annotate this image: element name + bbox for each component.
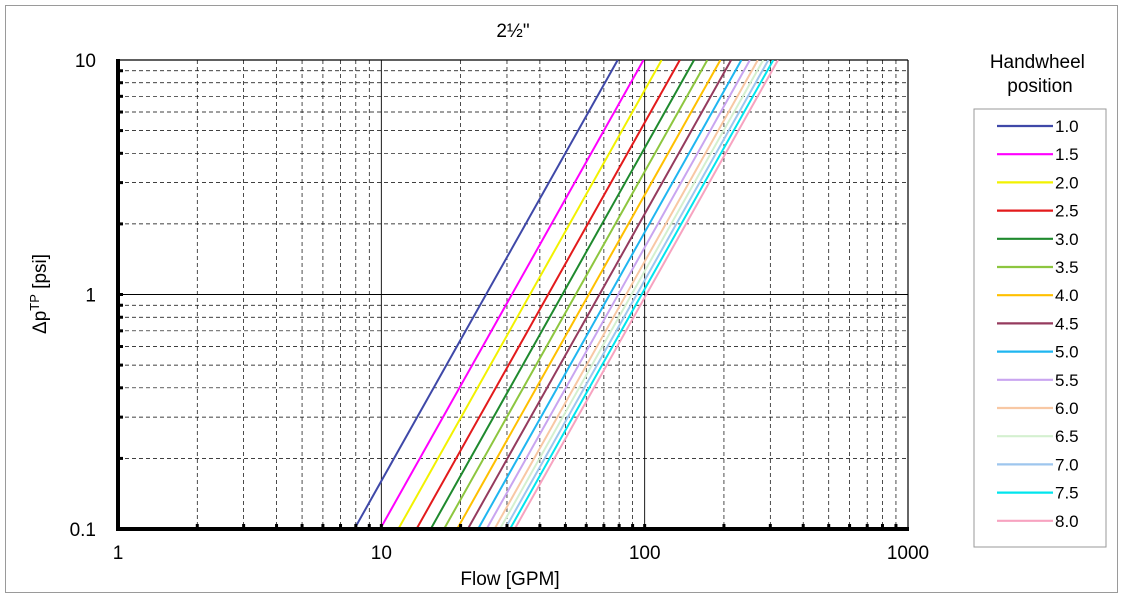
legend-item: 2.5 [997, 202, 1079, 221]
series-line-2-0 [397, 60, 663, 529]
legend-label: 3.5 [1055, 258, 1079, 277]
legend-item: 6.5 [997, 427, 1079, 446]
legend-label: 8.0 [1055, 512, 1079, 531]
legend-title-line-2: position [1007, 76, 1073, 97]
legend-item: 5.5 [997, 371, 1079, 390]
series-line-4-0 [456, 60, 722, 529]
legend-item: 5.0 [997, 343, 1079, 362]
legend-item: 4.5 [997, 314, 1079, 333]
grid [118, 59, 909, 529]
legend-item: 4.0 [997, 286, 1079, 305]
legend-item: 8.0 [997, 512, 1079, 531]
series-line-1-5 [379, 60, 645, 529]
y-axis-label: ΔpTP [psi] [27, 254, 51, 334]
y-axis-label-sup: TP [27, 294, 42, 311]
legend-item: 7.0 [997, 455, 1079, 474]
chart-title: 2½" [496, 21, 529, 42]
legend-label: 2.0 [1055, 173, 1079, 192]
legend-item: 3.5 [997, 258, 1079, 277]
series-line-2-5 [415, 60, 681, 529]
legend-label: 5.5 [1055, 371, 1079, 390]
legend-label: 7.0 [1055, 455, 1079, 474]
legend-label: 6.0 [1055, 399, 1079, 418]
series-line-7-5 [509, 60, 775, 529]
legend-label: 1.0 [1055, 117, 1079, 136]
legend-item: 2.0 [997, 173, 1079, 192]
x-axis-label: Flow [GPM] [460, 569, 559, 590]
legend-label: 1.5 [1055, 145, 1079, 164]
legend-item: 1.5 [997, 145, 1079, 164]
legend-item: 7.5 [997, 484, 1079, 503]
series-lines [353, 60, 779, 529]
series-line-6-0 [493, 60, 759, 529]
series-line-5-0 [477, 60, 743, 529]
legend-label: 5.0 [1055, 343, 1079, 362]
legend-label: 4.0 [1055, 286, 1079, 305]
y-axis-label-unit: [psi] [30, 254, 51, 294]
y-axis-label-main: Δp [30, 311, 51, 334]
legend-item: 1.0 [997, 117, 1079, 136]
legend-label: 4.5 [1055, 314, 1079, 333]
x-tick-label: 10 [371, 543, 392, 564]
legend-title-line-1: Handwheel [990, 52, 1085, 73]
series-line-5-5 [485, 60, 751, 529]
series-line-3-5 [443, 60, 709, 529]
legend-item: 6.0 [997, 399, 1079, 418]
legend-label: 7.5 [1055, 484, 1079, 503]
chart-frame [5, 5, 1118, 593]
y-tick-label: 1 [85, 286, 96, 307]
series-line-4-5 [466, 60, 733, 529]
y-tick-label: 10 [75, 51, 96, 72]
x-tick-label: 1000 [887, 543, 929, 564]
x-tick-label: 100 [629, 543, 661, 564]
legend-label: 3.0 [1055, 230, 1079, 249]
legend: Handwheel position 1.0 1.5 2.0 2.5 3.0 3.5 4.0… [973, 52, 1107, 548]
legend-items: 1.0 1.5 2.0 2.5 3.0 3.5 4.0 4.5 5.0 5.5 6.0 6.5 7.0 7… [997, 117, 1079, 531]
y-tick-label: 0.1 [70, 520, 96, 541]
legend-title: Handwheel position [990, 52, 1090, 97]
axes [116, 59, 909, 531]
legend-box [973, 108, 1107, 548]
series-line-6-5 [499, 60, 765, 529]
series-line-3-0 [429, 60, 695, 529]
series-line-1-0 [353, 60, 619, 529]
legend-label: 6.5 [1055, 427, 1079, 446]
legend-label: 2.5 [1055, 202, 1079, 221]
series-line-8-0 [513, 60, 779, 529]
series-line-7-0 [504, 60, 770, 529]
legend-item: 3.0 [997, 230, 1079, 249]
tick-labels: 1 10 100 1000 0.1 1 10 [70, 51, 930, 564]
x-tick-label: 1 [113, 543, 124, 564]
